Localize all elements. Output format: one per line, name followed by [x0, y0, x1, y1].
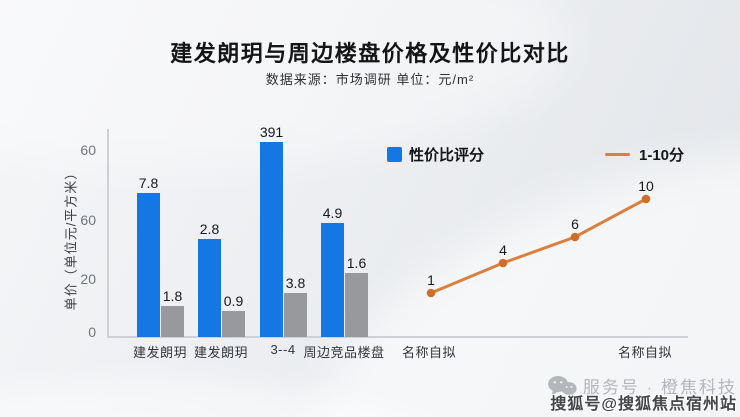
legend-item-bar: 性价比评分: [387, 144, 484, 165]
line-path: [429, 197, 648, 295]
chart-title: 建发朗玥与周边楼盘价格及性价比对比: [170, 41, 570, 66]
bar-value-label: 1.6: [346, 255, 367, 271]
line-point-marker: [641, 194, 651, 204]
bar-value-label: 3.8: [285, 275, 306, 291]
x-category-label: 建发朗玥: [193, 345, 249, 360]
bar-secondary: [345, 273, 368, 337]
line-point-marker: [570, 232, 580, 242]
wechat-watermark-text: 服务号 · 橙焦科技: [582, 378, 737, 397]
x-category-label: 名称自拟: [617, 345, 673, 360]
bar-primary: [137, 193, 160, 337]
sohu-watermark-text: 搜狐号@搜狐焦点宿州站: [550, 396, 737, 413]
line-point-marker: [498, 258, 508, 268]
bar-value-label: 1.8: [162, 288, 183, 304]
y-axis-tick: 20: [80, 271, 96, 287]
legend-bar-swatch: [387, 147, 402, 162]
bar-secondary: [161, 306, 184, 337]
chart-subtitle: 数据来源：市场调研 单位：元/m²: [265, 72, 475, 87]
wechat-icon: [547, 375, 577, 397]
bar-value-label: 7.8: [138, 175, 159, 191]
line-point-label: 1: [427, 272, 435, 288]
line-point-marker: [426, 288, 436, 298]
wechat-watermark: 服务号 · 橙焦科技: [547, 373, 737, 398]
y-axis-tick: 0: [88, 324, 96, 340]
bar-primary: [260, 142, 283, 337]
bar-secondary: [284, 293, 307, 337]
x-axis-line: [107, 336, 688, 338]
y-axis-tick: 60: [80, 142, 96, 158]
bar-primary: [321, 223, 344, 337]
y-axis-label: 单价（单位元/平方米）: [63, 165, 79, 311]
line-point-label: 10: [638, 178, 654, 194]
bar-value-label: 2.8: [199, 221, 220, 237]
watermark-block: 服务号 · 橙焦科技 搜狐号@搜狐焦点宿州站: [547, 373, 737, 414]
x-category-label: 3--4: [270, 342, 296, 357]
line-point-label: 6: [571, 216, 579, 232]
bar-primary: [198, 239, 221, 337]
legend-line-label: 1-10分: [639, 147, 685, 164]
bar-value-label: 4.9: [322, 205, 343, 221]
x-category-label: 建发朗玥: [132, 345, 188, 360]
bar-value-label: 0.9: [223, 293, 244, 309]
bar-secondary: [222, 311, 245, 337]
legend-item-line: 1-10分: [605, 144, 684, 165]
y-axis-line: [107, 129, 109, 337]
x-category-label: 名称自拟: [401, 345, 457, 360]
legend-line-swatch: [605, 152, 630, 157]
legend-bar-label: 性价比评分: [409, 147, 485, 164]
bar-value-label: 391: [259, 124, 284, 140]
background-swoosh: [0, 380, 600, 417]
y-axis-tick: 60: [80, 212, 96, 228]
x-category-label: 周边竞品楼盘: [303, 345, 385, 360]
line-point-label: 4: [499, 242, 507, 258]
